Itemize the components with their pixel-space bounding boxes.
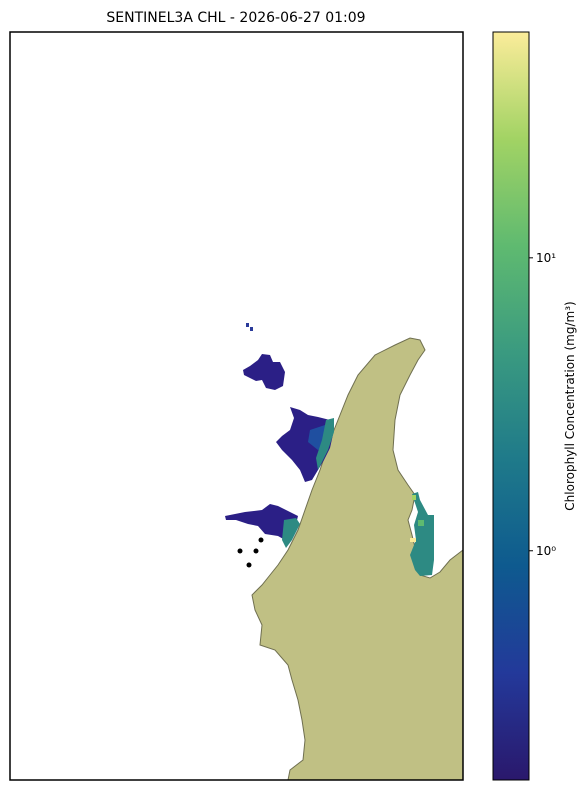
- pixel: [418, 520, 424, 526]
- chlorophyll-pixels: [225, 323, 434, 576]
- map-frame: [9, 31, 464, 781]
- pixel-cluster: [316, 418, 334, 470]
- pixel-cluster: [282, 518, 300, 548]
- land: [251, 337, 464, 781]
- colorbar: [492, 31, 530, 781]
- pixel-cluster: [225, 504, 298, 540]
- pixel: [412, 495, 416, 500]
- map-title: SENTINEL3A CHL - 2026-06-27 01:09: [106, 10, 365, 26]
- stations: [237, 537, 264, 568]
- pixel-cluster: [243, 354, 285, 390]
- pixel: [250, 327, 253, 331]
- colorbar-tick-label: 10¹: [536, 251, 556, 265]
- pixel: [410, 538, 416, 542]
- colorbar-tick-label: 10⁰: [536, 544, 556, 558]
- pixel: [246, 323, 249, 327]
- station-dot: [246, 562, 252, 568]
- colorbar-label: Chlorophyll Concentration (mg/m³): [563, 301, 577, 510]
- station-dot: [258, 537, 264, 543]
- station-dot: [237, 548, 243, 554]
- pixel-cluster: [410, 492, 434, 576]
- map-area: [9, 31, 464, 781]
- station-dot: [253, 548, 259, 554]
